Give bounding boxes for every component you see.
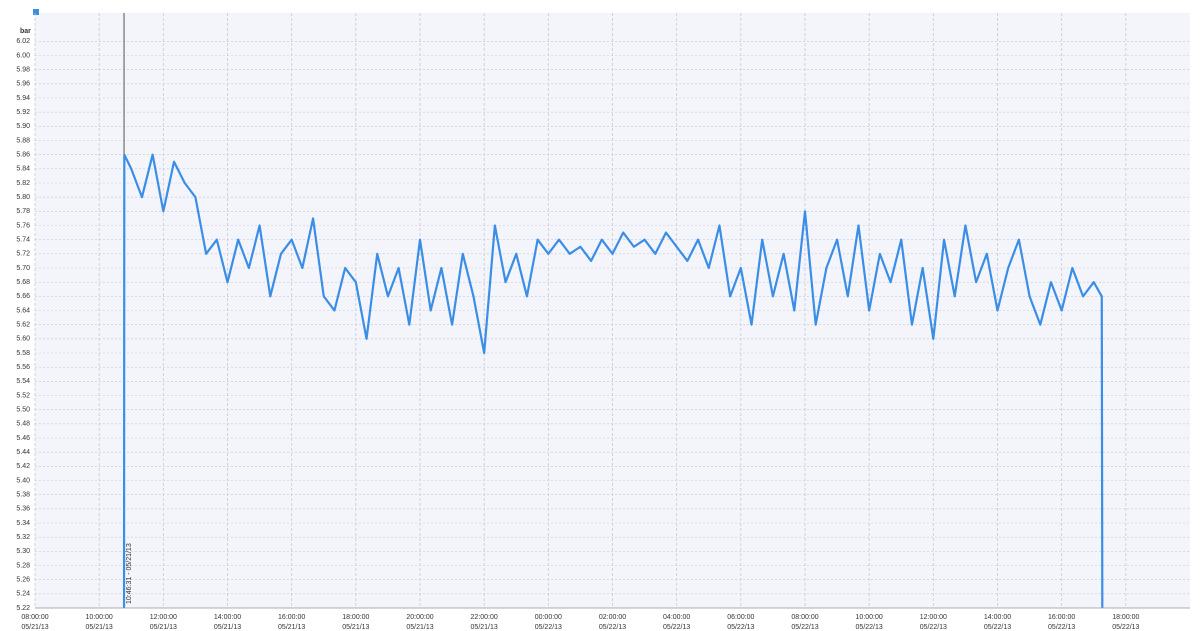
x-tick-label: 22:00:00 (471, 614, 498, 621)
y-tick-label: 5.60 (16, 336, 30, 343)
x-tick-label: 05/22/13 (1112, 624, 1139, 631)
x-tick-label: 16:00:00 (1048, 614, 1075, 621)
y-tick-label: 5.90 (16, 123, 30, 130)
x-tick-label: 16:00:00 (278, 614, 305, 621)
y-tick-label: 5.98 (16, 67, 30, 74)
x-tick-label: 05/22/13 (856, 624, 883, 631)
y-tick-label: 5.24 (16, 591, 30, 598)
y-tick-label: 6.00 (16, 52, 30, 59)
x-tick-label: 05/21/13 (214, 624, 241, 631)
y-tick-label: 5.38 (16, 492, 30, 499)
y-tick-label: 5.26 (16, 577, 30, 584)
x-tick-label: 05/22/13 (984, 624, 1011, 631)
grid (34, 13, 1190, 609)
y-tick-label: 5.48 (16, 421, 30, 428)
y-tick-label: 5.32 (16, 534, 30, 541)
x-tick-label: 08:00:00 (791, 614, 818, 621)
x-tick-label: 10:00:00 (86, 614, 113, 621)
x-tick-label: 05/22/13 (791, 624, 818, 631)
y-tick-label: 5.54 (16, 378, 30, 385)
line-series (122, 153, 1104, 609)
x-tick-label: 05/21/13 (342, 624, 369, 631)
x-tick-label: 05/21/13 (278, 624, 305, 631)
y-tick-label: 5.22 (16, 605, 30, 612)
y-tick-label: 5.68 (16, 279, 30, 286)
y-tick-label: 5.80 (16, 194, 30, 201)
y-tick-label: 5.82 (16, 180, 30, 187)
y-tick-label: 5.28 (16, 562, 30, 569)
y-tick-label: 5.44 (16, 449, 30, 456)
y-tick-label: 5.52 (16, 392, 30, 399)
x-tick-label: 06:00:00 (727, 614, 754, 621)
x-tick-label: 05/21/13 (150, 624, 177, 631)
x-tick-label: 05/21/13 (406, 624, 433, 631)
x-tick-label: 05/22/13 (535, 624, 562, 631)
y-tick-label: 5.88 (16, 137, 30, 144)
y-tick-label: 6.02 (16, 38, 30, 45)
x-tick-label: 12:00:00 (150, 614, 177, 621)
y-tick-label: 5.72 (16, 251, 30, 258)
x-tick-label: 05/21/13 (86, 624, 113, 631)
x-tick-label: 05/21/13 (21, 624, 48, 631)
y-tick-label: 5.74 (16, 237, 30, 244)
x-tick-label: 18:00:00 (1112, 614, 1139, 621)
x-tick-label: 00:00:00 (535, 614, 562, 621)
y-tick-label: 5.86 (16, 152, 30, 159)
x-tick-label: 12:00:00 (920, 614, 947, 621)
y-tick-label: 5.36 (16, 506, 30, 513)
x-tick-label: 14:00:00 (984, 614, 1011, 621)
y-tick-label: 5.58 (16, 350, 30, 357)
y-tick-label: 5.56 (16, 364, 30, 371)
y-tick-label: 5.78 (16, 208, 30, 215)
y-tick-label: 5.42 (16, 463, 30, 470)
x-tick-label: 10:00:00 (856, 614, 883, 621)
y-tick-label: 5.64 (16, 307, 30, 314)
x-tick-label: 05/22/13 (663, 624, 690, 631)
y-tick-label: 5.46 (16, 435, 30, 442)
x-tick-label: 02:00:00 (599, 614, 626, 621)
y-tick-label: 5.66 (16, 293, 30, 300)
y-tick-label: 5.92 (16, 109, 30, 116)
y-tick-label: 5.70 (16, 265, 30, 272)
y-tick-label: 5.40 (16, 477, 30, 484)
y-tick-label: 5.96 (16, 81, 30, 88)
x-tick-label: 18:00:00 (342, 614, 369, 621)
marks: 10:46:31 - 05/21/13 (122, 13, 1104, 609)
x-tick-label: 08:00:00 (21, 614, 48, 621)
x-tick-label: 05/22/13 (1048, 624, 1075, 631)
y-tick-label: 5.76 (16, 222, 30, 229)
x-tick-label: 05/22/13 (727, 624, 754, 631)
marker-label: 10:46:31 - 05/21/13 (126, 543, 133, 604)
x-tick-label: 04:00:00 (663, 614, 690, 621)
x-tick-label: 20:00:00 (406, 614, 433, 621)
y-tick-label: 5.94 (16, 95, 30, 102)
x-tick-label: 05/21/13 (471, 624, 498, 631)
x-tick-label: 14:00:00 (214, 614, 241, 621)
x-tick-label: 05/22/13 (599, 624, 626, 631)
y-tick-label: 5.34 (16, 520, 30, 527)
y-tick-label: 5.84 (16, 166, 30, 173)
y-tick-label: 5.62 (16, 322, 30, 329)
y-axis-label: bar (20, 28, 31, 35)
y-tick-label: 5.50 (16, 407, 30, 414)
x-tick-label: 05/22/13 (920, 624, 947, 631)
series-icon (33, 9, 39, 15)
y-tick-label: 5.30 (16, 548, 30, 555)
